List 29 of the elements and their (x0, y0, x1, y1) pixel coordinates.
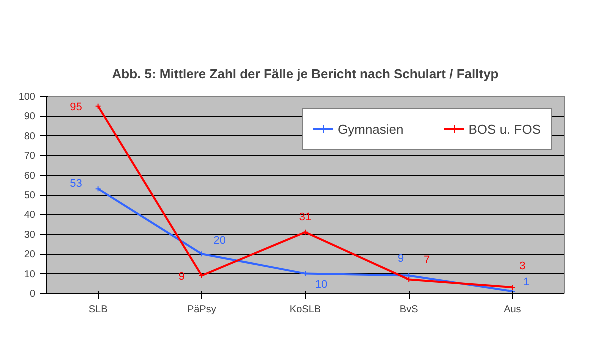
data-label: 7 (424, 254, 430, 267)
y-tick-label: 100 (18, 92, 36, 103)
data-label: 95 (70, 101, 82, 114)
y-tick-label: 50 (24, 190, 36, 202)
y-tick-label: 70 (24, 151, 36, 162)
data-label: 20 (214, 235, 226, 248)
y-tick-label: 90 (24, 112, 36, 123)
y-tick-label: 40 (24, 210, 36, 222)
legend-label: Gymnasien (338, 122, 404, 136)
x-tick-label: PäPsy (187, 304, 216, 316)
legend-label: BOS u. FOS (468, 122, 541, 136)
y-tick-label: 80 (24, 131, 36, 142)
y-tick-label: 0 (30, 289, 36, 300)
data-label: 53 (70, 178, 82, 190)
x-tick-label: Aus (504, 304, 522, 316)
x-tick-label: BvS (400, 304, 419, 316)
y-tick-label: 60 (24, 170, 36, 182)
chart-title: Abb. 5: Mittlere Zahl der Fälle je Bericht nach Schulart / Falltyp (112, 66, 499, 82)
data-label: 1 (524, 276, 530, 289)
data-label: 31 (299, 211, 312, 224)
y-tick-label: 20 (24, 250, 36, 261)
y-tick-label: 10 (24, 269, 36, 280)
x-tick-label: SLB (88, 304, 108, 316)
data-label: 9 (178, 270, 185, 283)
data-label: 9 (398, 252, 404, 265)
data-label: 3 (520, 260, 526, 273)
x-tick-label: KoSLB (290, 304, 322, 316)
data-label: 10 (315, 278, 328, 291)
y-tick-label: 30 (24, 230, 36, 241)
